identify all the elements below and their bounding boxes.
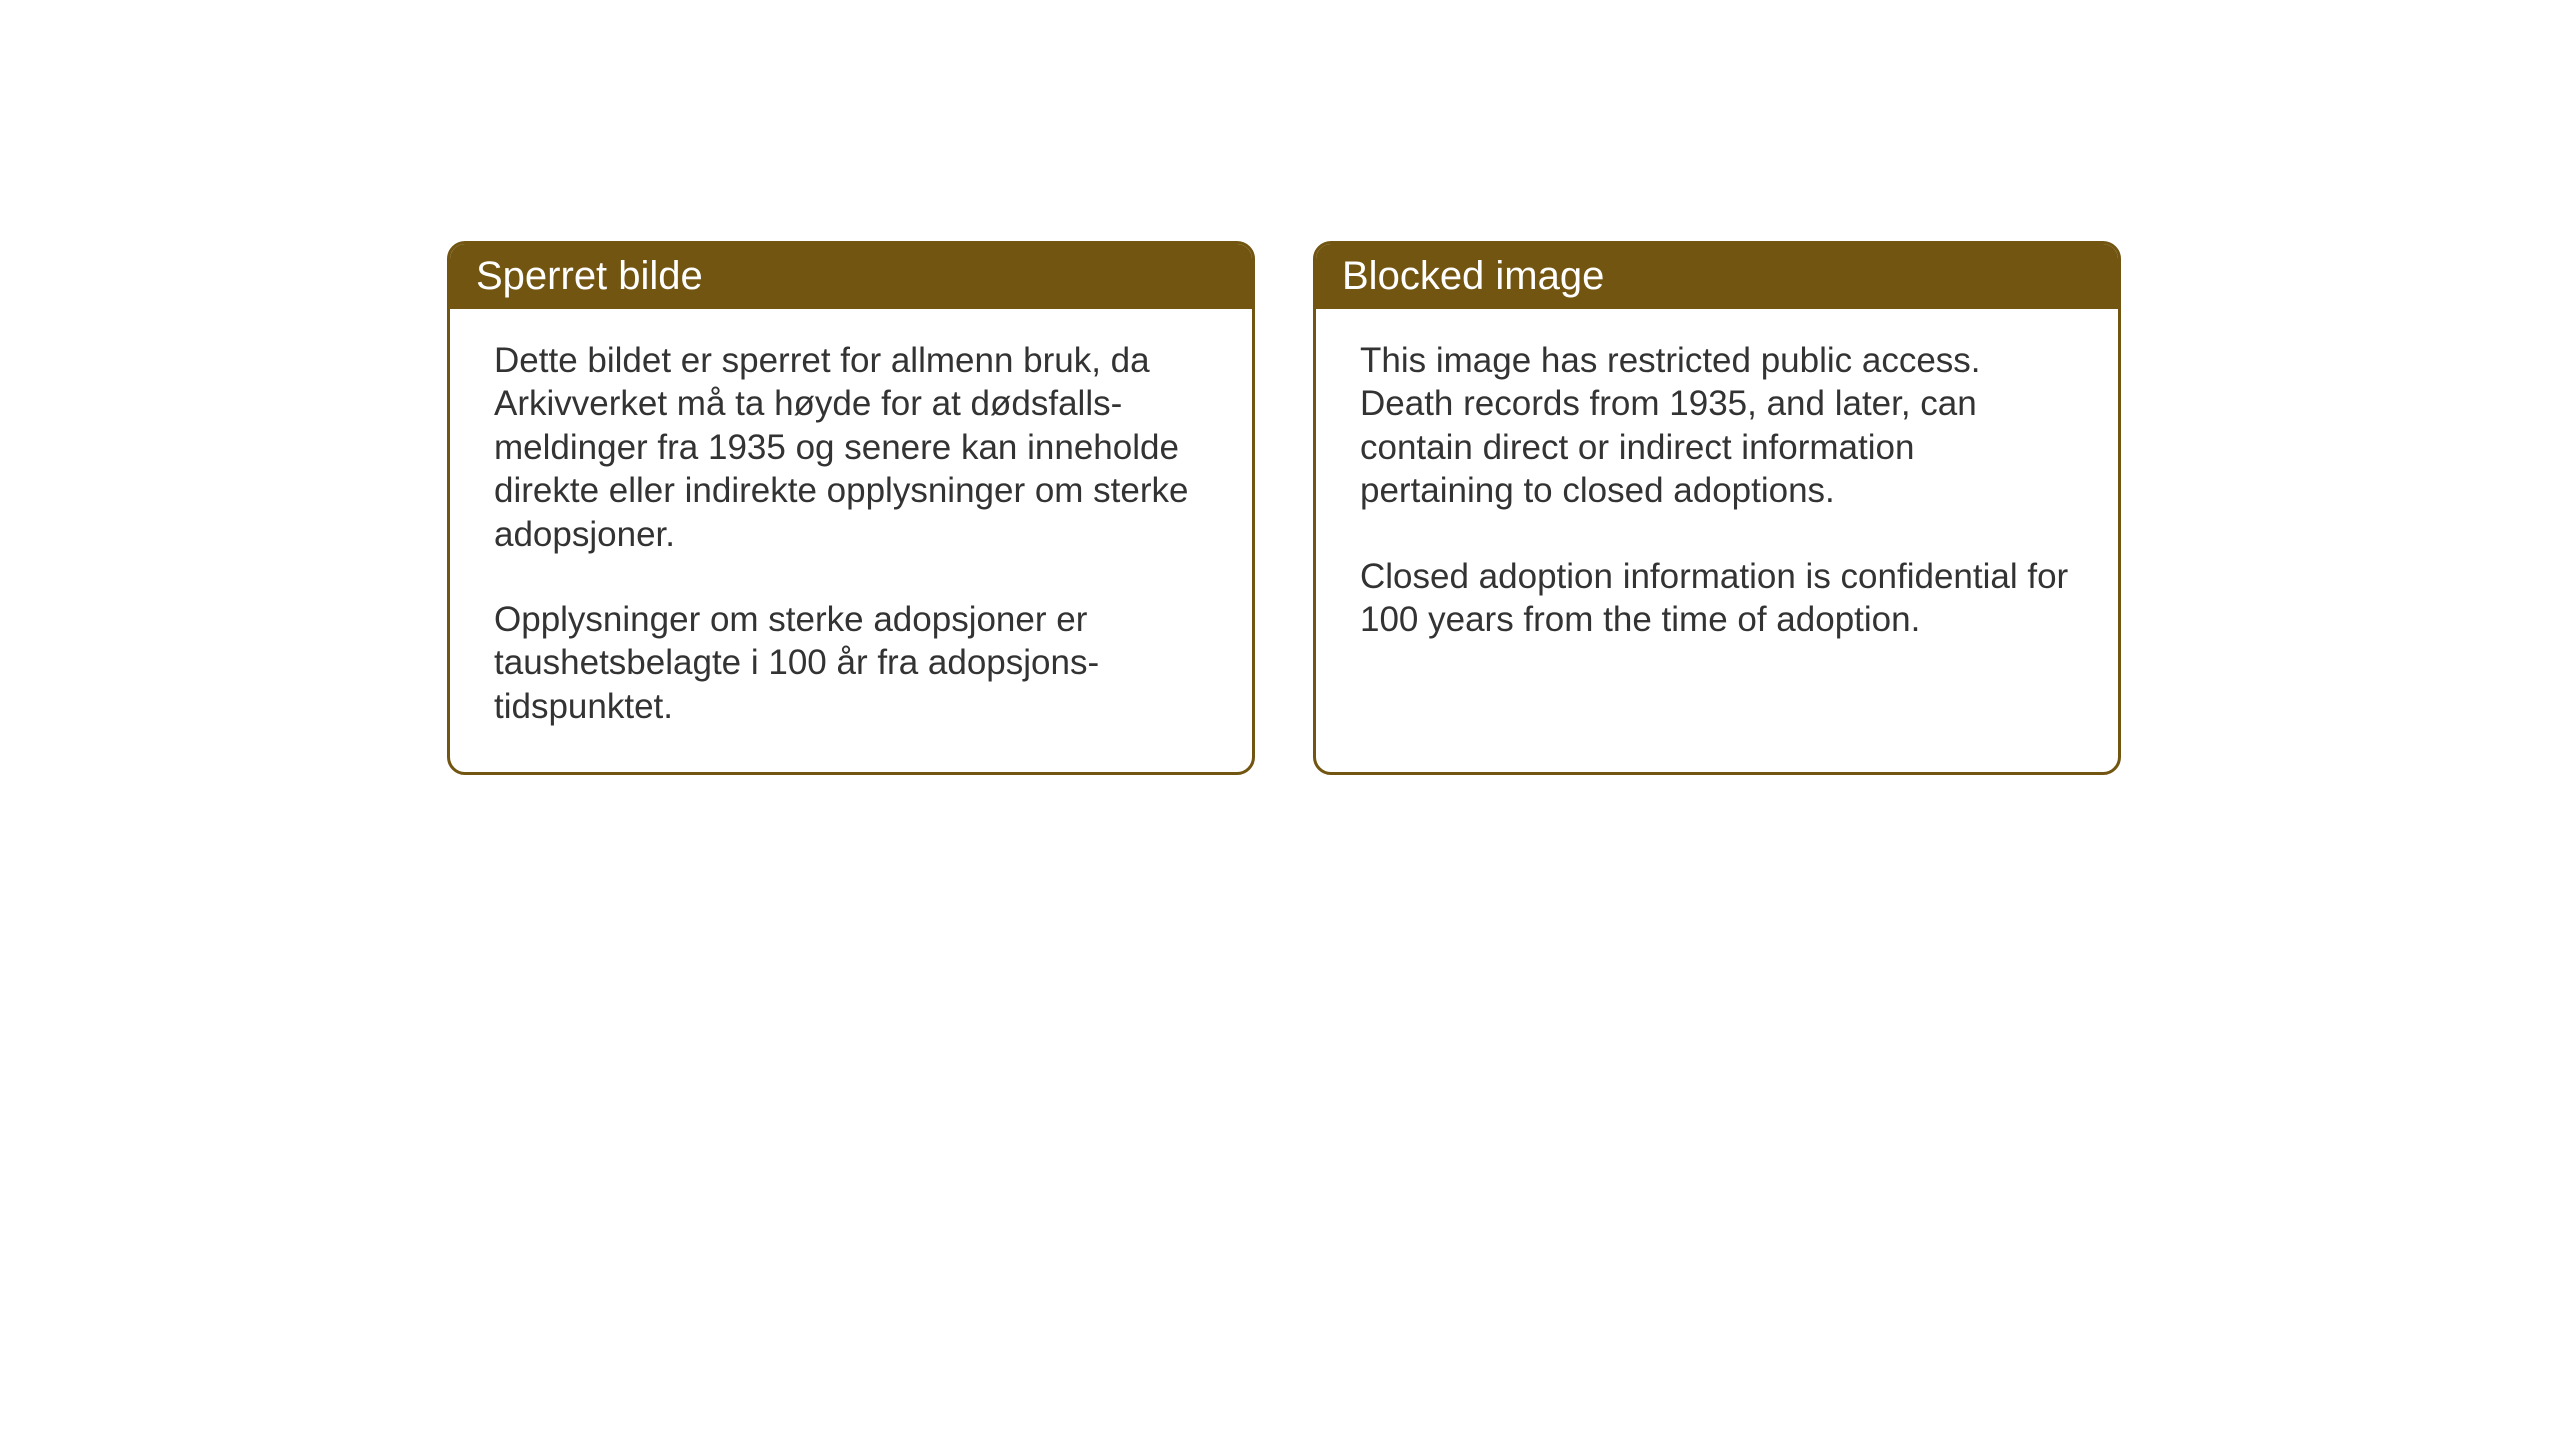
- card-header-english: Blocked image: [1316, 244, 2118, 309]
- notice-text-english-p1: This image has restricted public access.…: [1360, 339, 2074, 513]
- notice-card-norwegian: Sperret bilde Dette bildet er sperret fo…: [447, 241, 1255, 775]
- notice-card-english: Blocked image This image has restricted …: [1313, 241, 2121, 775]
- notice-text-norwegian-p1: Dette bildet er sperret for allmenn bruk…: [494, 339, 1208, 556]
- notice-cards-container: Sperret bilde Dette bildet er sperret fo…: [447, 241, 2121, 775]
- card-body-english: This image has restricted public access.…: [1316, 309, 2118, 749]
- notice-text-norwegian-p2: Opplysninger om sterke adopsjoner er tau…: [494, 598, 1208, 728]
- card-header-norwegian: Sperret bilde: [450, 244, 1252, 309]
- notice-text-english-p2: Closed adoption information is confident…: [1360, 555, 2074, 642]
- card-body-norwegian: Dette bildet er sperret for allmenn bruk…: [450, 309, 1252, 772]
